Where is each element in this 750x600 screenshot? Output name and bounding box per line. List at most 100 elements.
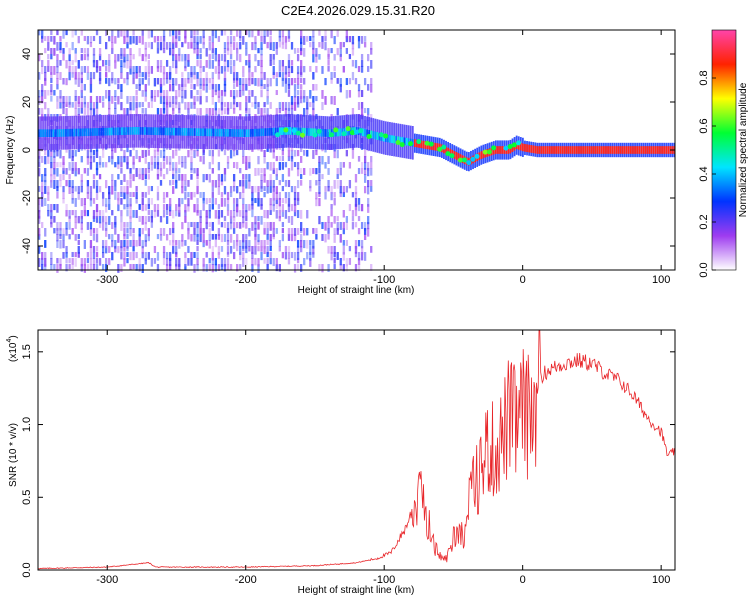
- heatmap-cell: [236, 48, 239, 54]
- heatmap-cell: [296, 162, 300, 170]
- heatmap-cell: [229, 210, 233, 219]
- heatmap-cell: [162, 258, 166, 266]
- heatmap-cell: [272, 42, 275, 51]
- spectrogram-heatmap: [38, 30, 676, 273]
- heatmap-cell: [363, 228, 367, 235]
- heatmap-cell: [86, 210, 90, 217]
- heatmap-cell: [89, 78, 93, 85]
- heatmap-cell: [336, 168, 339, 175]
- heatmap-cell: [193, 264, 196, 273]
- heatmap-cell: [354, 174, 358, 183]
- ridge-core: [262, 128, 265, 137]
- ridge-core: [555, 146, 558, 154]
- ridge-core: [370, 130, 373, 139]
- heatmap-cell: [260, 60, 263, 68]
- heatmap-cell: [266, 252, 269, 258]
- heatmap-cell: [242, 186, 245, 193]
- heatmap-cell: [287, 54, 291, 60]
- heatmap-cell: [65, 204, 68, 212]
- heatmap-cell: [309, 240, 312, 246]
- heatmap-cell: [242, 258, 245, 267]
- heatmap-cell: [111, 252, 114, 261]
- heatmap-cell: [108, 108, 111, 116]
- colorbar-tick-label: 0.6: [698, 118, 710, 133]
- heatmap-cell: [214, 108, 217, 116]
- heatmap-cell: [59, 72, 62, 80]
- heatmap-cell: [275, 72, 278, 78]
- heatmap-cell: [38, 186, 41, 192]
- heatmap-cell: [68, 150, 71, 159]
- heatmap-cell: [354, 78, 358, 85]
- heatmap-cell: [196, 198, 199, 204]
- heatmap-cell: [345, 48, 348, 54]
- heatmap-cell: [236, 264, 239, 272]
- heatmap-cell: [315, 228, 318, 234]
- heatmap-cell: [65, 96, 68, 105]
- snr-multiplier-close: ): [8, 335, 19, 338]
- heatmap-cell: [92, 156, 96, 163]
- heatmap-cell: [351, 72, 355, 81]
- heatmap-cell: [95, 168, 99, 176]
- heatmap-cell: [354, 264, 358, 272]
- ridge-core: [661, 146, 663, 154]
- ridge-core: [274, 127, 277, 136]
- heatmap-cell: [44, 156, 47, 165]
- heatmap-cell: [281, 42, 285, 49]
- heatmap-cell: [333, 96, 336, 105]
- heatmap-cell: [98, 174, 102, 180]
- heatmap-cell: [260, 42, 263, 50]
- heatmap-cell: [187, 102, 190, 110]
- heatmap-cell: [327, 48, 330, 57]
- heatmap-cell: [138, 174, 141, 180]
- heatmap-cell: [53, 228, 56, 234]
- ridge-core: [116, 127, 119, 136]
- ridge-core: [403, 137, 406, 146]
- heatmap-cell: [83, 264, 86, 273]
- ridge-peak: [449, 153, 455, 159]
- heatmap-cell: [296, 78, 300, 85]
- heatmap-cell: [59, 60, 62, 66]
- heatmap-cell: [92, 60, 96, 68]
- heatmap-cell: [156, 156, 160, 165]
- heatmap-cell: [239, 192, 242, 200]
- heatmap-cell: [56, 222, 59, 231]
- heatmap-cell: [370, 162, 373, 169]
- heatmap-cell: [321, 42, 324, 49]
- ridge-core: [108, 127, 111, 136]
- heatmap-cell: [111, 186, 114, 195]
- colorbar-tick-label: 0.0: [698, 262, 710, 277]
- heatmap-cell: [126, 78, 129, 86]
- heatmap-cell: [141, 246, 144, 254]
- heatmap-cell: [278, 72, 281, 78]
- heatmap-cell: [111, 78, 114, 84]
- heatmap-cell: [165, 60, 169, 67]
- heatmap-cell: [321, 174, 324, 180]
- heatmap-cell: [357, 36, 361, 42]
- heatmap-cell: [239, 42, 242, 50]
- heatmap-cell: [315, 198, 318, 207]
- heatmap-cell: [251, 78, 254, 85]
- ridge-core: [58, 129, 61, 137]
- ridge-core: [563, 146, 566, 154]
- heatmap-cell: [53, 90, 56, 96]
- heatmap-cell: [83, 102, 86, 108]
- heatmap-cell: [370, 264, 373, 271]
- heatmap-cell: [205, 78, 208, 86]
- ridge-core: [362, 128, 364, 137]
- ridge-core: [524, 144, 526, 152]
- ridge-peak: [457, 157, 463, 163]
- heatmap-cell: [342, 222, 345, 230]
- heatmap-cell: [114, 246, 117, 253]
- heatmap-cell: [132, 30, 135, 36]
- heatmap-cell: [62, 186, 65, 193]
- heatmap-cell: [248, 174, 251, 182]
- heatmap-cell: [211, 54, 214, 60]
- heatmap-cell: [303, 150, 306, 156]
- heatmap-cell: [62, 192, 65, 200]
- heatmap-cell: [260, 174, 263, 181]
- heatmap-cell: [278, 30, 281, 38]
- heatmap-cell: [129, 174, 132, 180]
- heatmap-cell: [98, 138, 102, 144]
- heatmap-cell: [208, 204, 211, 212]
- heatmap-cell: [300, 168, 303, 174]
